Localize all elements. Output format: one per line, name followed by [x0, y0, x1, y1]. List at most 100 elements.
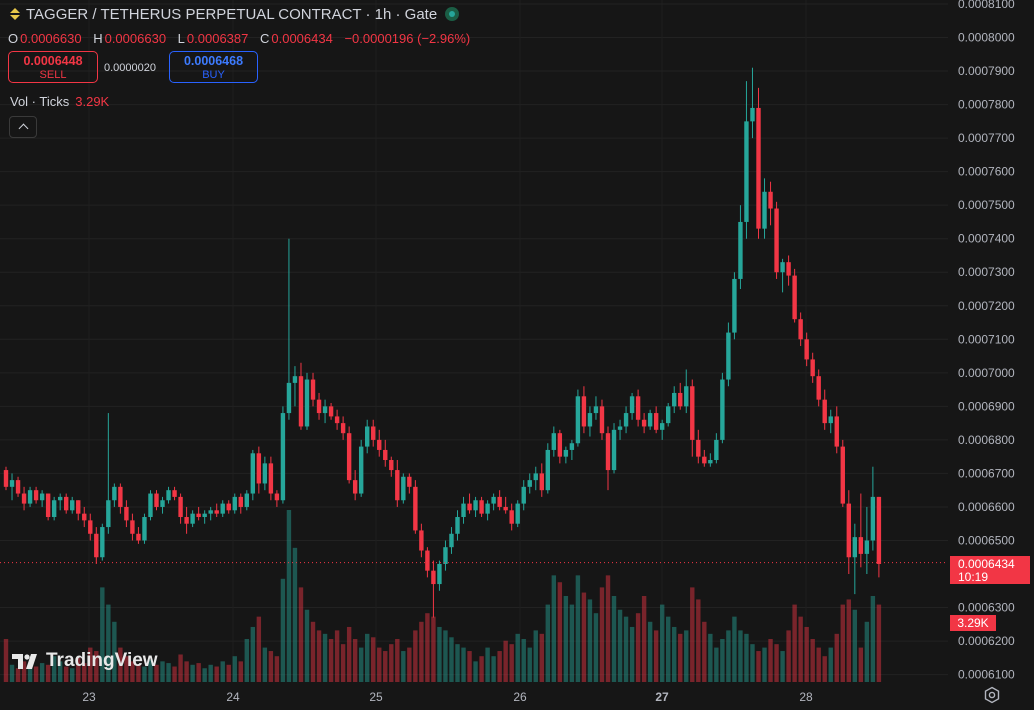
volume-bar: [605, 575, 611, 682]
candle: [527, 473, 532, 494]
candle: [659, 419, 665, 440]
candle: [21, 486, 27, 511]
chevron-up-icon[interactable]: [9, 116, 37, 138]
up-down-arrows-icon[interactable]: [8, 7, 22, 21]
volume-bar: [485, 647, 490, 682]
candle: [64, 493, 69, 514]
candle: [762, 178, 767, 239]
high-label: H: [93, 31, 103, 46]
volume-bar: [726, 630, 731, 682]
candle: [82, 506, 87, 528]
candle-body: [569, 443, 575, 450]
candle: [690, 379, 695, 457]
candle-body: [581, 396, 587, 427]
volume-bar: [401, 651, 406, 682]
candle-body: [112, 486, 117, 501]
candle-body: [738, 221, 743, 279]
candle: [389, 456, 394, 477]
logo-text: TradingView: [46, 650, 158, 671]
candle: [629, 392, 635, 420]
candle: [798, 312, 803, 347]
candle: [461, 496, 466, 524]
volume-bar: [780, 651, 785, 682]
candle: [304, 372, 310, 430]
candle: [130, 513, 135, 541]
volume-bar: [876, 604, 882, 682]
candle: [51, 496, 57, 521]
candle: [545, 443, 550, 494]
sell-button[interactable]: 0.0006448 SELL: [8, 51, 98, 83]
volume-bar: [509, 644, 514, 682]
tradingview-logo[interactable]: TradingView: [12, 650, 158, 674]
volume-bar: [533, 630, 538, 682]
candle-body: [467, 503, 472, 511]
candle: [684, 369, 689, 414]
candle: [220, 500, 225, 518]
volume-bar: [828, 647, 833, 682]
candle-body: [262, 463, 268, 484]
candle-body: [852, 537, 858, 558]
candle: [70, 496, 75, 514]
candle-body: [389, 460, 394, 471]
candle: [569, 439, 575, 461]
candle-body: [431, 570, 436, 585]
candle: [696, 429, 701, 464]
volume-bar: [858, 647, 864, 682]
volume-bar: [672, 626, 677, 682]
candle-body: [768, 191, 773, 209]
candle-body: [322, 406, 328, 414]
candle-body: [184, 517, 189, 524]
volume-bar: [750, 644, 755, 682]
volume-bar: [118, 647, 123, 682]
buy-button[interactable]: 0.0006468 BUY: [169, 51, 258, 83]
candle-body: [371, 426, 376, 440]
candle: [623, 406, 629, 434]
volume-bar: [744, 633, 749, 682]
volume-bar: [51, 656, 57, 682]
candle-body: [828, 416, 833, 424]
x-tick-label: 26: [513, 690, 527, 704]
y-tick-label: 0.0006100: [958, 668, 1015, 682]
candle-body: [292, 376, 298, 383]
volume-bar: [563, 596, 569, 682]
candle-body: [425, 550, 430, 571]
candle-body: [45, 493, 51, 518]
volume-bar: [27, 664, 33, 682]
volume-bar: [88, 647, 93, 682]
volume-bar: [449, 637, 454, 682]
volume-bar: [196, 663, 201, 682]
volume-bar: [491, 656, 496, 682]
volume-bar: [593, 613, 599, 682]
candle-body: [876, 496, 882, 564]
candle-body: [840, 446, 845, 504]
candle: [786, 255, 791, 286]
candle: [88, 513, 93, 541]
candle: [57, 493, 63, 511]
candle-body: [798, 319, 803, 340]
candle-body: [587, 413, 593, 427]
volume-bar: [226, 664, 231, 682]
y-tick-label: 0.0006700: [958, 466, 1015, 480]
candle-body: [509, 510, 514, 524]
candle: [310, 372, 316, 407]
candle-body: [3, 470, 9, 487]
gear-icon[interactable]: [983, 686, 1001, 704]
candle: [413, 480, 418, 534]
candle: [322, 399, 328, 424]
candle: [383, 439, 388, 467]
candle-body: [27, 490, 33, 504]
candle-body: [51, 500, 57, 518]
volume-label: Vol · Ticks: [10, 94, 70, 109]
y-tick-label: 0.0008000: [958, 31, 1015, 45]
candle-body: [702, 456, 707, 464]
candle-body: [142, 517, 147, 541]
volume-legend[interactable]: Vol · Ticks 3.29K: [10, 94, 109, 109]
volume-bar: [202, 668, 207, 682]
candle: [160, 496, 165, 514]
open-label: O: [8, 31, 19, 46]
candle-body: [244, 493, 249, 507]
candle-body: [527, 480, 532, 487]
candle-body: [810, 359, 815, 377]
symbol-title[interactable]: TAGGER / TETHERUS PERPETUAL CONTRACT · 1…: [26, 6, 438, 23]
